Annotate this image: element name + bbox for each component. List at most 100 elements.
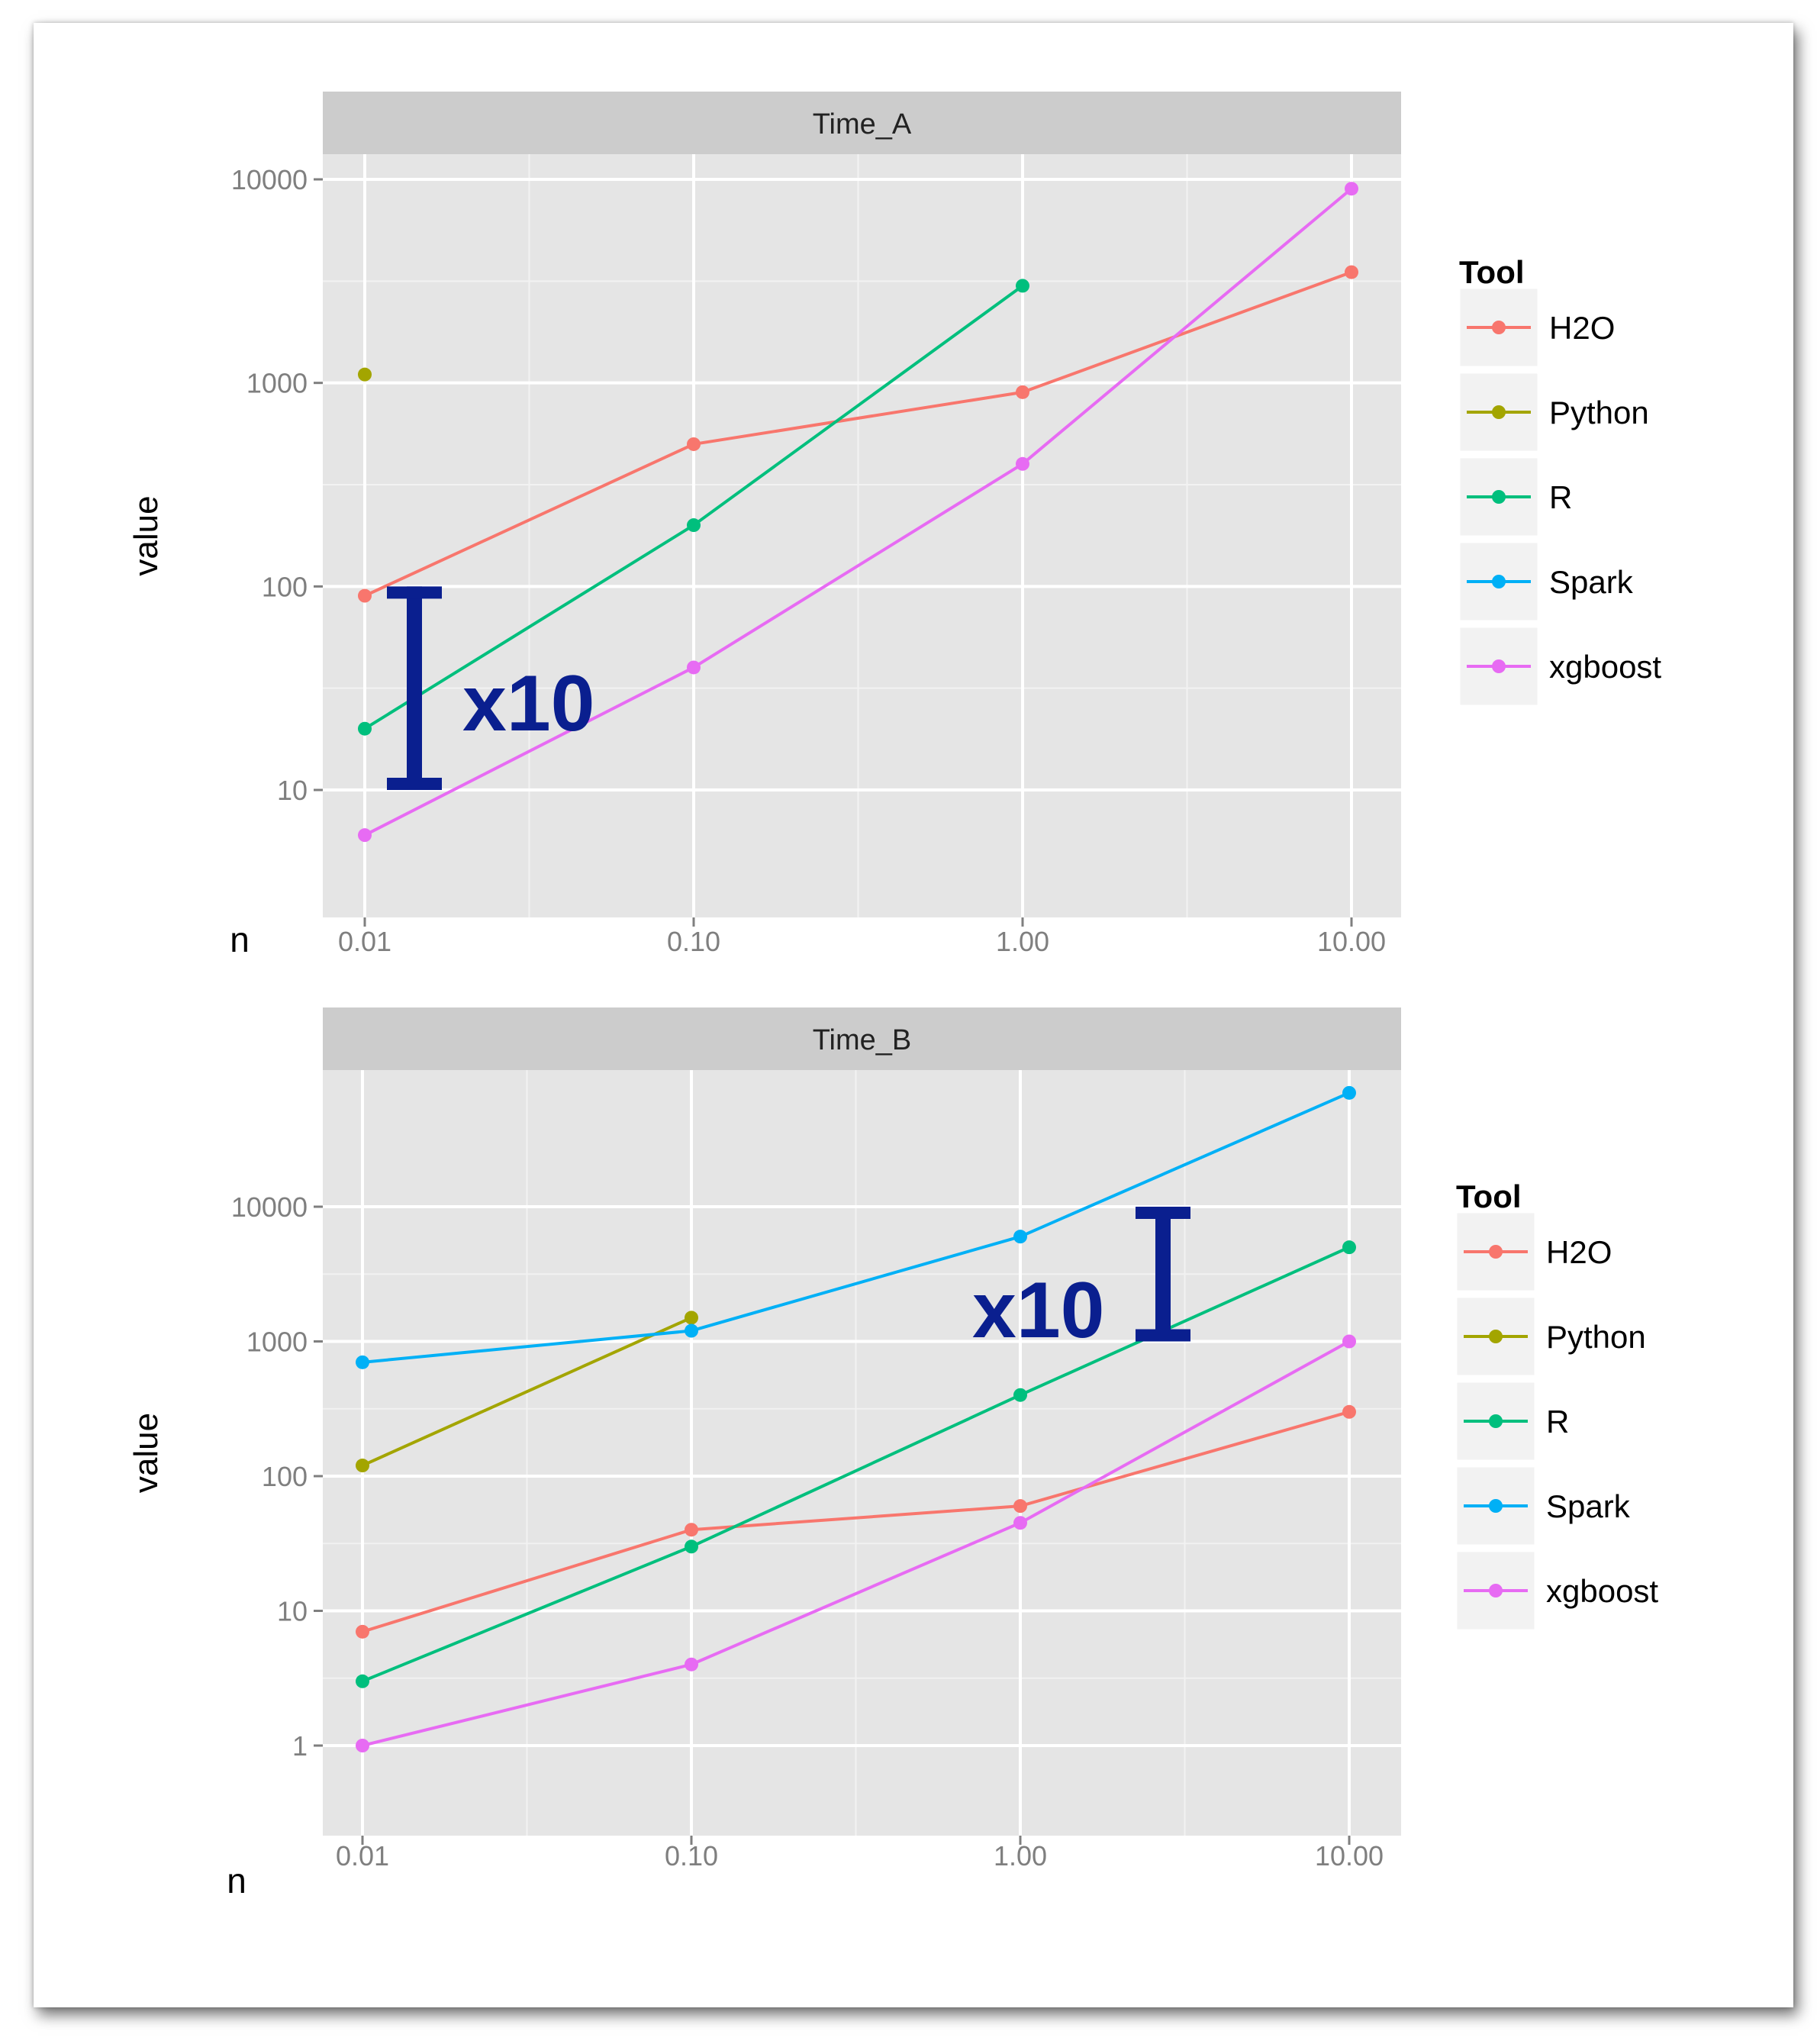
legend: Tool H2O Python R Spark xgboost — [1458, 254, 1661, 708]
legend-title: Tool — [1456, 1178, 1522, 1214]
axes: 1 10 100 1000 10000 0.01 0.10 1.00 10.00 — [231, 1191, 1384, 1872]
plot-panel — [323, 154, 1401, 917]
series-line-python — [362, 1316, 692, 1467]
legend-label-h2o: H2O — [1546, 1234, 1612, 1270]
legend-key-point — [1489, 1584, 1503, 1597]
gridlines — [323, 1070, 1401, 1836]
series-line-xgboost — [362, 1340, 1350, 1747]
chart-panel-2: Time_B 1 10 100 1000 10000 0.01 0.10 1.00 10.00 va… — [127, 1007, 1658, 1901]
y-tick-label: 1000 — [246, 1327, 308, 1358]
legend-key-point — [1489, 1245, 1503, 1259]
plot-panel — [323, 1070, 1401, 1836]
series-line-xgboost — [364, 187, 1353, 837]
legend-label-python: Python — [1546, 1319, 1646, 1355]
legend-label-r: R — [1549, 479, 1572, 515]
figure-card: Time_A 10 100 1000 10000 0.01 0.10 1.00 10.00 val… — [34, 23, 1793, 2007]
data-point-h2o — [1016, 385, 1029, 399]
legend: Tool H2O Python R Spark xgboost — [1455, 1178, 1658, 1632]
data-point-h2o — [1345, 265, 1358, 279]
series-layer — [358, 182, 1358, 843]
legend-key-point — [1489, 1330, 1503, 1343]
x10-annotation: x10 — [387, 586, 595, 790]
data-point-h2o — [685, 1523, 698, 1537]
legend-key-point — [1492, 659, 1506, 673]
legend-key-point — [1492, 405, 1506, 419]
data-point-xgboost — [1345, 182, 1358, 196]
legend-key-point — [1492, 490, 1506, 504]
series-line-r — [362, 1246, 1350, 1683]
series-line-spark — [362, 1091, 1350, 1364]
legend-key-point — [1489, 1414, 1503, 1428]
data-point-xgboost — [358, 828, 372, 843]
y-tick-label: 10000 — [231, 1191, 308, 1223]
legend-label-xgboost: xgboost — [1546, 1573, 1658, 1609]
data-point-xgboost — [685, 1657, 698, 1672]
facet-strip — [323, 92, 1401, 154]
legend-label-spark: Spark — [1549, 564, 1634, 600]
data-point-h2o — [358, 588, 372, 603]
data-point-r — [687, 518, 701, 533]
x-tick-label: 0.10 — [667, 926, 720, 957]
data-point-xgboost — [1342, 1334, 1356, 1349]
annotation-label: x10 — [462, 659, 595, 748]
x-tick-label: 0.01 — [338, 926, 391, 957]
legend-key-point — [1492, 575, 1506, 588]
y-tick-label: 100 — [262, 1461, 308, 1492]
data-point-r — [685, 1539, 698, 1554]
facet-title: Time_A — [813, 108, 912, 140]
data-point-xgboost — [1016, 456, 1029, 471]
legend-title: Tool — [1459, 254, 1525, 290]
y-tick-label: 1 — [292, 1730, 308, 1762]
data-point-xgboost — [356, 1739, 369, 1752]
facet-title: Time_B — [813, 1024, 912, 1056]
y-tick-label: 10000 — [231, 164, 308, 195]
data-point-python — [685, 1311, 698, 1325]
series-line-h2o — [364, 270, 1352, 598]
x-tick-label: 0.01 — [336, 1840, 389, 1872]
x-tick-label: 1.00 — [996, 926, 1049, 957]
x-tick-label: 0.10 — [665, 1840, 718, 1872]
data-point-spark — [1013, 1230, 1027, 1244]
facet-strip — [323, 1007, 1401, 1070]
legend-label-spark: Spark — [1546, 1488, 1631, 1524]
x-tick-label: 1.00 — [994, 1840, 1047, 1872]
data-point-h2o — [356, 1624, 369, 1639]
legend-label-xgboost: xgboost — [1549, 649, 1661, 685]
y-tick-label: 10 — [277, 775, 308, 806]
x-tick-label: 10.00 — [1317, 926, 1386, 957]
annotation-label: x10 — [972, 1266, 1105, 1355]
data-point-python — [356, 1459, 369, 1473]
series-line-h2o — [362, 1410, 1350, 1633]
data-point-r — [358, 721, 372, 736]
y-tick-label: 10 — [277, 1596, 308, 1627]
series-layer — [356, 1085, 1356, 1752]
data-point-h2o — [687, 437, 701, 451]
legend-label-r: R — [1546, 1404, 1569, 1440]
x-axis-title: n — [230, 920, 250, 959]
figure-canvas: Time_A 10 100 1000 10000 0.01 0.10 1.00 10.00 val… — [127, 92, 1661, 1901]
legend-key-point — [1489, 1499, 1503, 1513]
data-point-xgboost — [687, 660, 701, 675]
x10-annotation: x10 — [972, 1207, 1190, 1355]
legend-label-h2o: H2O — [1549, 310, 1615, 346]
x-axis-title: n — [227, 1861, 246, 1901]
x-tick-label: 10.00 — [1315, 1840, 1384, 1872]
y-tick-label: 100 — [262, 571, 308, 602]
chart-panel-1: Time_A 10 100 1000 10000 0.01 0.10 1.00 10.00 val… — [127, 92, 1661, 959]
data-point-r — [1013, 1388, 1027, 1402]
data-point-spark — [1342, 1085, 1356, 1100]
y-axis-title: value — [127, 495, 165, 575]
data-point-r — [1342, 1240, 1356, 1255]
axes: 10 100 1000 10000 0.01 0.10 1.00 10.00 — [231, 164, 1386, 957]
data-point-spark — [685, 1323, 698, 1338]
legend-key-point — [1492, 321, 1506, 334]
y-tick-label: 1000 — [246, 368, 308, 399]
legend-label-python: Python — [1549, 395, 1649, 430]
data-point-xgboost — [1013, 1516, 1027, 1530]
data-point-r — [356, 1674, 369, 1688]
data-point-python — [358, 367, 372, 382]
data-point-spark — [356, 1355, 369, 1369]
data-point-h2o — [1013, 1499, 1027, 1514]
data-point-r — [1016, 279, 1029, 293]
y-axis-title: value — [127, 1413, 165, 1493]
